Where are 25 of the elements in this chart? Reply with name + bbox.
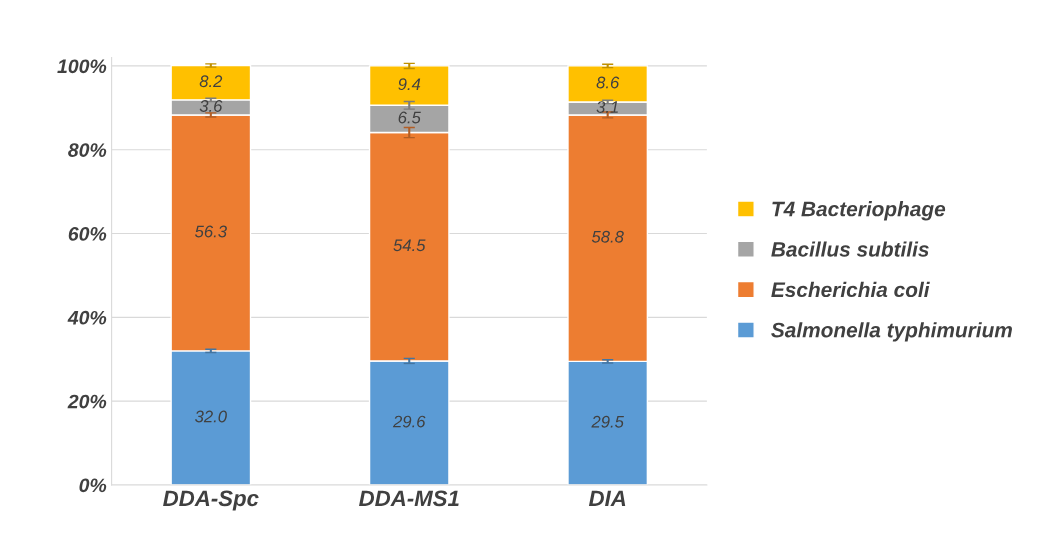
y-tick-label: 0% bbox=[79, 478, 107, 493]
data-label: 32.0 bbox=[195, 410, 227, 423]
data-label: 8.6 bbox=[596, 76, 620, 89]
y-tick-label: 40% bbox=[67, 310, 107, 325]
data-label: 3.6 bbox=[199, 100, 223, 112]
legend-label: Escherichia coli bbox=[771, 281, 930, 298]
y-tick-label: 80% bbox=[68, 143, 107, 157]
y-tick-label: 100% bbox=[57, 59, 107, 74]
x-tick-label: DIA bbox=[588, 490, 626, 506]
x-tick-label: DDA-MS1 bbox=[359, 490, 459, 507]
data-label: 29.5 bbox=[591, 415, 624, 428]
data-label: 3.1 bbox=[596, 101, 618, 113]
y-tick-label: 20% bbox=[67, 394, 107, 409]
data-label: 29.6 bbox=[392, 415, 426, 428]
x-tick-label: DDA-Spc bbox=[163, 490, 259, 511]
legend-label: Salmonella typhimurium bbox=[771, 322, 1012, 342]
data-label: 8.2 bbox=[199, 75, 223, 88]
data-label: 54.5 bbox=[393, 239, 426, 252]
data-label: 9.4 bbox=[398, 78, 421, 91]
data-label: 6.5 bbox=[398, 111, 421, 124]
data-label: 58.8 bbox=[591, 230, 624, 243]
legend-label: Bacillus subtilis bbox=[771, 241, 929, 257]
legend-label: T4 Bacteriophage bbox=[772, 201, 946, 221]
data-label: 56.3 bbox=[194, 225, 227, 238]
y-tick-label: 60% bbox=[68, 227, 107, 241]
